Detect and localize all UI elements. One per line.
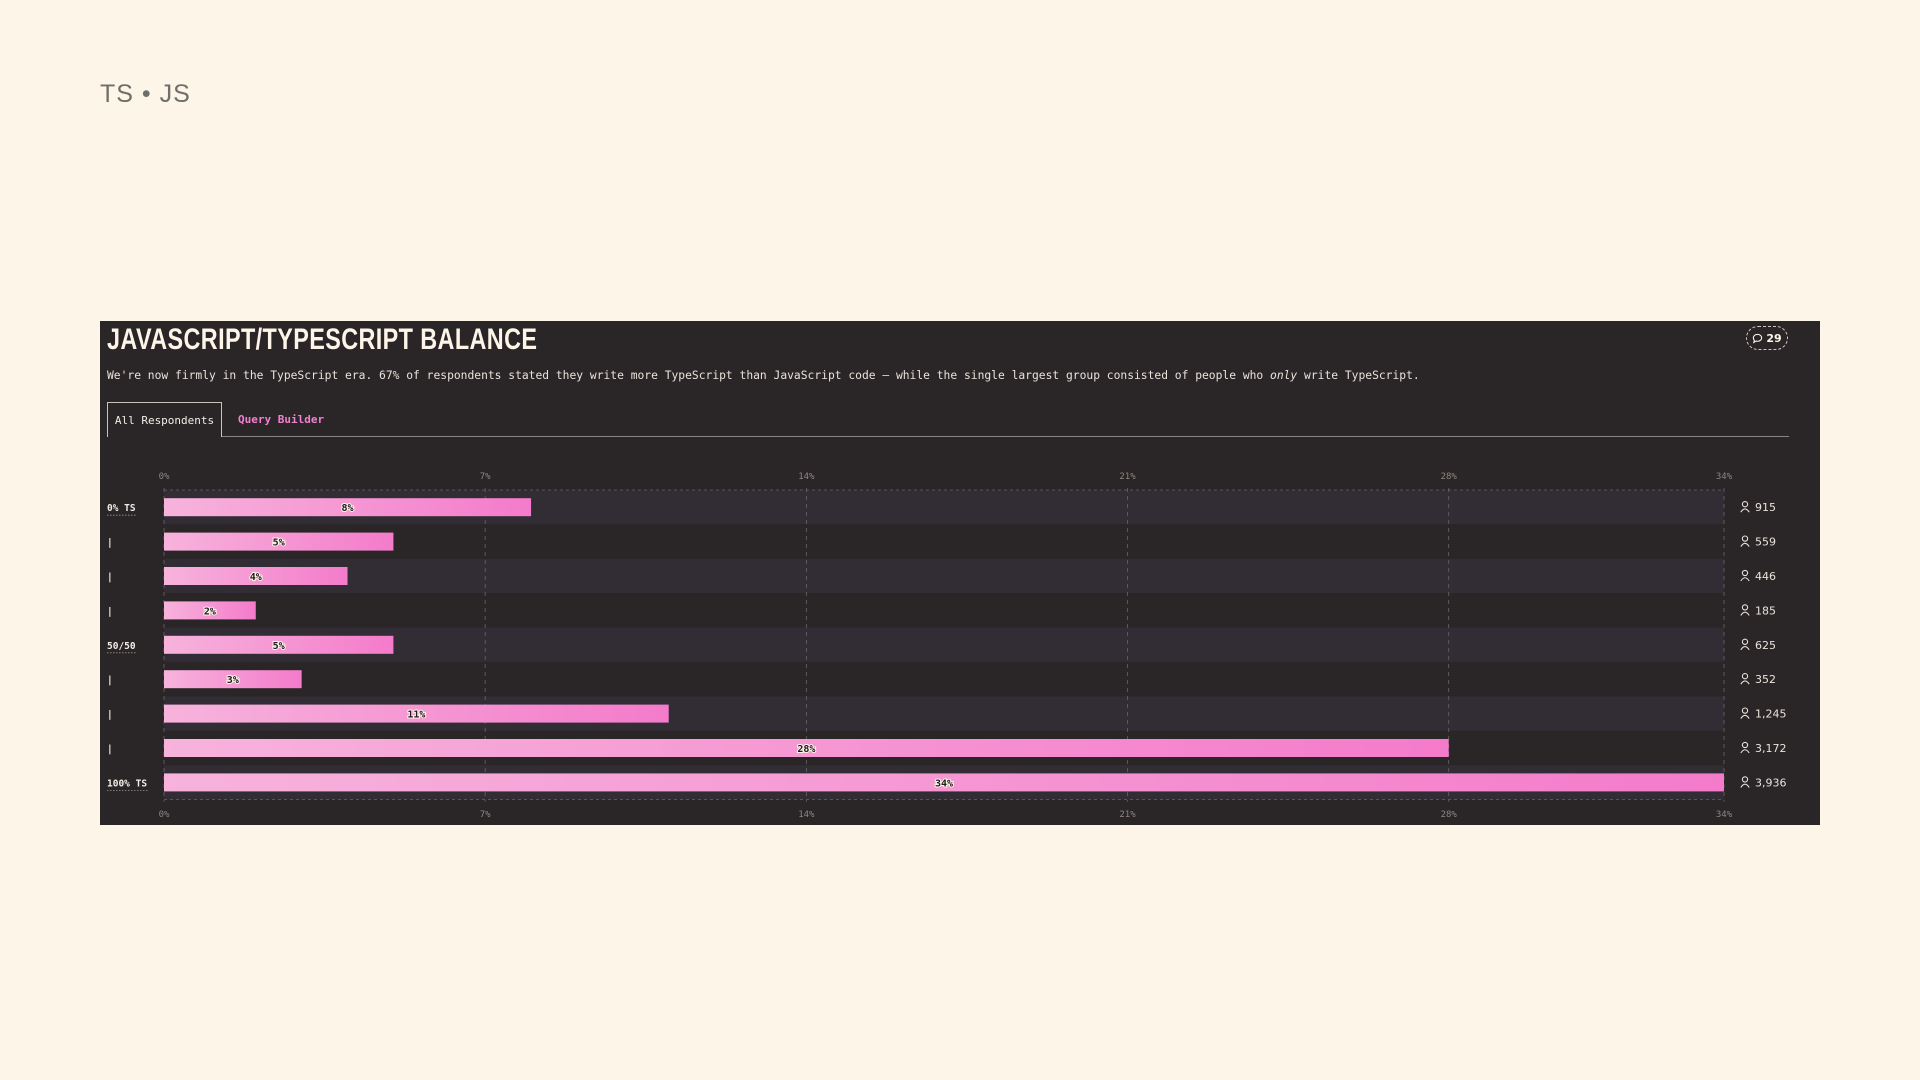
bar-value-label: 8% (342, 503, 354, 514)
tab-bar: All Respondents Query Builder (107, 402, 1789, 437)
bar[interactable] (164, 739, 1449, 757)
row-band (164, 662, 1724, 697)
user-icon (1740, 646, 1750, 651)
row-band (164, 627, 1724, 662)
bar-value-label: 3% (227, 675, 239, 686)
user-icon (1740, 714, 1750, 719)
respondent-count: 185 (1755, 604, 1776, 617)
bar[interactable] (164, 498, 532, 517)
bar-chart: 0% 0% 7% 7% 14% 14% 21% 21% 28% 28% 34% 34% 8% 0% TS 9… (107, 472, 1787, 820)
category-label: | (107, 572, 113, 583)
user-icon (1741, 673, 1749, 680)
bar[interactable] (164, 532, 394, 551)
bar[interactable] (164, 704, 669, 723)
category-label: 50/50 (107, 641, 136, 652)
tab-query-builder[interactable]: Query Builder (238, 412, 325, 426)
user-icon (1740, 749, 1750, 754)
user-icon (1741, 741, 1749, 749)
user-icon (1740, 680, 1750, 685)
bar-value-label: 11% (407, 710, 425, 721)
bar[interactable] (164, 773, 1724, 792)
user-icon (1740, 783, 1750, 788)
bar-value-label: 5% (273, 538, 285, 549)
chart-description: We're now firmly in the TypeScript era. … (107, 369, 1420, 382)
x-tick-label-bottom: 0% (159, 810, 170, 820)
x-tick-label-top: 14% (798, 472, 815, 482)
chart-card: JAVASCRIPT/TYPESCRIPT BALANCE 29 We're n… (100, 321, 1820, 825)
x-tick-label-top: 21% (1119, 472, 1136, 482)
x-tick-label-bottom: 28% (1441, 810, 1458, 820)
respondent-count: 446 (1755, 570, 1776, 583)
bar[interactable] (164, 601, 256, 620)
bar[interactable] (164, 635, 394, 654)
user-icon (1741, 776, 1749, 783)
comments-button[interactable]: 29 (1746, 326, 1788, 350)
user-icon (1741, 604, 1749, 611)
category-label: | (107, 606, 113, 617)
chart-title: JAVASCRIPT/TYPESCRIPT BALANCE (107, 323, 538, 356)
category-label: | (107, 710, 113, 721)
x-tick-label-top: 34% (1716, 472, 1733, 482)
bar-value-label: 2% (204, 606, 216, 617)
x-tick-label-top: 0% (159, 472, 170, 482)
category-label: | (107, 675, 113, 686)
tab-all-respondents[interactable]: All Respondents (107, 402, 222, 437)
row-band (164, 524, 1724, 559)
x-tick-label-bottom: 14% (798, 810, 815, 820)
comment-count: 29 (1766, 331, 1782, 345)
x-tick-label-top: 28% (1441, 472, 1458, 482)
category-label: | (107, 538, 113, 549)
x-tick-label-bottom: 21% (1119, 810, 1136, 820)
respondent-count: 625 (1755, 639, 1776, 652)
bar-value-label: 4% (250, 572, 262, 583)
x-tick-label-top: 7% (480, 472, 491, 482)
user-icon (1740, 611, 1750, 616)
respondent-count: 915 (1755, 501, 1776, 514)
bar[interactable] (164, 670, 302, 689)
user-icon (1741, 707, 1749, 714)
bar-value-label: 28% (797, 744, 815, 755)
row-band (164, 593, 1724, 628)
x-tick-label-bottom: 7% (480, 810, 491, 820)
category-label: 0% TS (107, 503, 136, 514)
user-icon (1741, 569, 1749, 577)
respondent-count: 352 (1755, 673, 1776, 686)
bar-value-label: 34% (935, 778, 953, 789)
user-icon (1741, 638, 1749, 645)
user-icon (1740, 577, 1750, 582)
respondent-count: 3,172 (1755, 742, 1787, 755)
respondent-count: 3,936 (1755, 776, 1787, 789)
user-icon (1740, 508, 1750, 513)
category-label: 100% TS (107, 778, 147, 789)
bar[interactable] (164, 567, 348, 585)
category-label: | (107, 744, 113, 755)
emphasis-only: only (1270, 369, 1298, 382)
page-heading: TS • JS (100, 80, 191, 108)
comment-icon (1753, 333, 1763, 344)
row-band (164, 558, 1724, 594)
bar-value-label: 5% (273, 641, 285, 652)
respondent-count: 1,245 (1755, 708, 1787, 721)
x-tick-label-bottom: 34% (1716, 810, 1733, 820)
user-icon (1741, 501, 1749, 508)
user-icon (1740, 542, 1750, 547)
respondent-count: 559 (1755, 536, 1776, 549)
user-icon (1741, 535, 1749, 542)
